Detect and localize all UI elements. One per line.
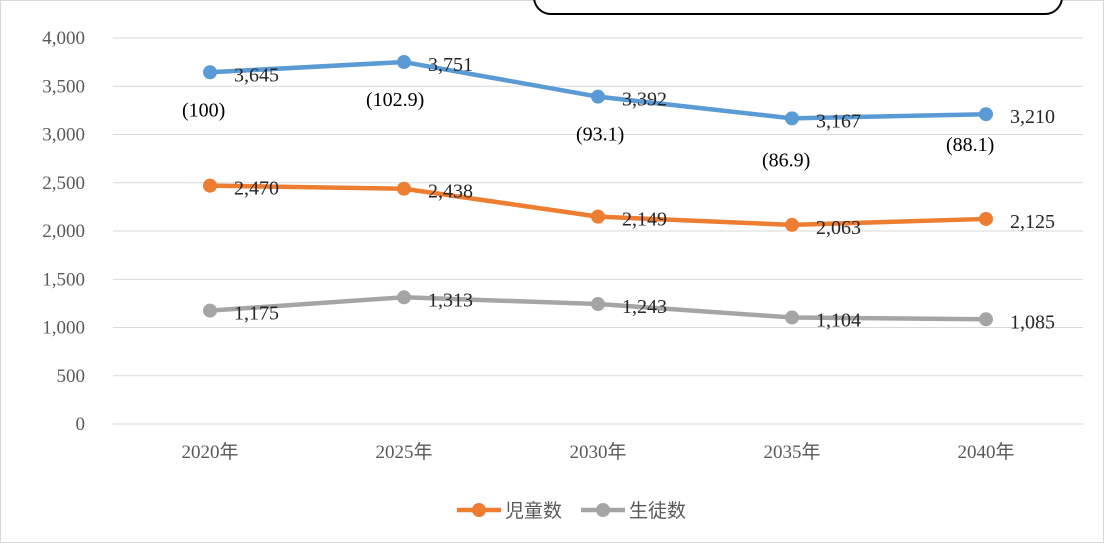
y-tick-label: 500 xyxy=(57,366,86,387)
x-tick-label: 2030年 xyxy=(569,441,626,463)
legend-label: 生徒数 xyxy=(629,500,686,522)
data-point xyxy=(397,55,411,70)
data-point xyxy=(785,111,799,126)
data-label: 2,063 xyxy=(816,217,861,239)
data-point xyxy=(979,312,993,327)
legend: 児童数 生徒数 xyxy=(457,500,686,522)
data-label: 3,210 xyxy=(1010,106,1055,128)
data-point xyxy=(397,290,411,305)
data-point xyxy=(591,297,605,312)
data-point xyxy=(203,65,217,80)
data-point xyxy=(979,107,993,122)
data-point xyxy=(979,211,993,226)
data-point xyxy=(203,303,217,318)
y-tick-label: 3,000 xyxy=(42,125,85,146)
index-label: (88.1) xyxy=(946,134,994,156)
y-tick-label: 3,500 xyxy=(42,76,85,97)
y-tick-label: 4,000 xyxy=(42,28,85,49)
y-tick-label: 1,000 xyxy=(42,318,85,339)
y-tick-label: 1,500 xyxy=(42,269,85,290)
y-tick-label: 2,000 xyxy=(42,221,85,242)
data-label: 2,149 xyxy=(622,209,667,231)
data-point xyxy=(591,209,605,224)
data-point xyxy=(397,181,411,196)
data-label: 3,167 xyxy=(816,110,861,132)
y-tick-label: 0 xyxy=(76,414,86,435)
legend-label: 児童数 xyxy=(505,500,562,522)
data-label: 2,125 xyxy=(1010,211,1055,233)
data-label: 3,392 xyxy=(622,89,667,111)
data-label: 3,645 xyxy=(234,64,279,86)
gridlines xyxy=(113,37,1083,425)
data-point xyxy=(203,178,217,193)
x-tick-label: 2040年 xyxy=(957,441,1014,463)
data-point xyxy=(785,310,799,325)
data-label: 2,470 xyxy=(234,178,279,200)
x-axis-ticks: 2020年 2025年 2030年 2035年 2040年 xyxy=(181,441,1014,463)
data-label: 2,438 xyxy=(428,181,473,203)
x-tick-label: 2035年 xyxy=(763,441,820,463)
x-tick-label: 2025年 xyxy=(375,441,432,463)
data-labels: 3,645 3,751 3,392 3,167 3,210 (100) (102.9) (93… xyxy=(182,54,1055,333)
index-label: (86.9) xyxy=(762,149,810,171)
x-tick-label: 2020年 xyxy=(181,441,238,463)
index-label: (102.9) xyxy=(366,89,424,111)
data-label: 1,175 xyxy=(234,303,279,325)
data-label: 3,751 xyxy=(428,54,473,76)
data-label: 1,313 xyxy=(428,289,473,311)
legend-swatch-marker xyxy=(472,503,486,517)
series-lines xyxy=(203,55,993,327)
data-label: 1,104 xyxy=(816,309,861,331)
data-point xyxy=(591,89,605,104)
data-point xyxy=(785,217,799,232)
data-label: 1,085 xyxy=(1010,311,1055,333)
index-label: (100) xyxy=(182,99,225,121)
legend-swatch-marker xyxy=(596,503,610,517)
index-label: (93.1) xyxy=(576,124,624,146)
y-tick-label: 2,500 xyxy=(42,173,85,194)
data-label: 1,243 xyxy=(622,296,667,318)
y-axis-ticks: 0 500 1,000 1,500 2,000 2,500 3,000 3,500 4,000 xyxy=(42,28,85,435)
